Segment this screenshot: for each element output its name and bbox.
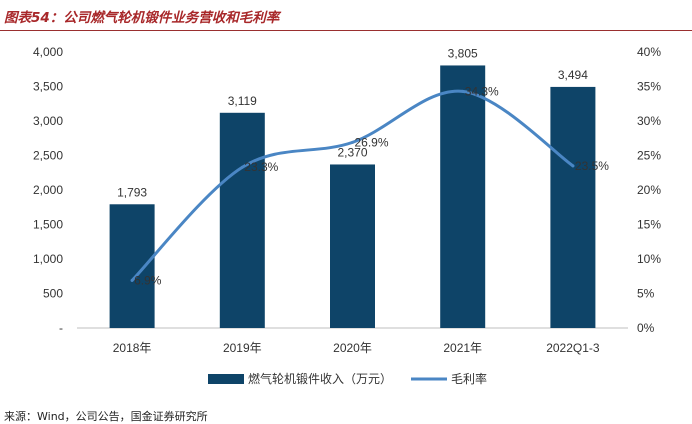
left-axis-tick-label: 500 bbox=[43, 287, 63, 301]
source-note: 来源：Wind，公司公告，国金证券研究所 bbox=[4, 410, 208, 423]
legend-label-bar: 燃气轮机锻件收入（万元） bbox=[248, 371, 392, 386]
bar-value-label: 3,494 bbox=[558, 68, 588, 82]
bar-value-label: 2,370 bbox=[337, 145, 367, 159]
right-axis-tick-label: 25% bbox=[637, 149, 661, 163]
left-axis-tick-label: 3,000 bbox=[33, 114, 63, 128]
left-axis-tick-label: 3,500 bbox=[33, 80, 63, 94]
bar bbox=[109, 204, 155, 328]
margin-point bbox=[461, 89, 465, 93]
margin-point bbox=[571, 164, 575, 168]
right-axis-tick-label: 30% bbox=[637, 114, 661, 128]
right-axis-tick-label: 15% bbox=[637, 218, 661, 232]
right-axis-tick-label: 5% bbox=[637, 287, 655, 301]
margin-point bbox=[240, 165, 244, 169]
bar-value-label: 3,805 bbox=[448, 46, 478, 60]
left-axis-tick-label: 1,000 bbox=[33, 252, 63, 266]
legend-swatch-bar bbox=[208, 374, 244, 384]
x-axis-tick-label: 2019年 bbox=[223, 341, 262, 355]
left-axis-tick-label: 2,000 bbox=[33, 183, 63, 197]
x-axis-tick-label: 2018年 bbox=[113, 341, 152, 355]
combo-chart: - 500 1,000 1,500 2,000 2,500 3,000 3,500 4,000 0… bbox=[33, 45, 661, 386]
legend-label-line: 毛利率 bbox=[451, 371, 487, 386]
margin-value-label: 23.3% bbox=[244, 160, 278, 174]
margin-point bbox=[351, 140, 354, 144]
bar-value-label: 1,793 bbox=[117, 185, 147, 199]
margin-value-label: 34.3% bbox=[465, 84, 499, 98]
chart-title: 图表54：公司燃气轮机锻件业务营收和毛利率 bbox=[4, 10, 280, 26]
x-axis-tick-label: 2020年 bbox=[333, 341, 372, 355]
title-bar: 图表54：公司燃气轮机锻件业务营收和毛利率 bbox=[0, 0, 692, 31]
bar-value-label: 3,119 bbox=[228, 94, 257, 108]
bar bbox=[440, 65, 486, 328]
margin-value-label: 23.5% bbox=[575, 159, 609, 173]
bar bbox=[550, 86, 596, 328]
right-axis-tick-label: 35% bbox=[637, 80, 661, 94]
margin-point bbox=[130, 278, 134, 282]
margin-value-label: 6.9% bbox=[134, 273, 162, 287]
margin-value-label: 26.9% bbox=[355, 135, 389, 149]
bar bbox=[219, 112, 265, 328]
x-axis-tick-label: 2022Q1-3 bbox=[546, 341, 600, 355]
x-axis-tick-label: 2021年 bbox=[443, 341, 482, 355]
right-axis-tick-label: 20% bbox=[637, 183, 661, 197]
left-axis-tick-label: 4,000 bbox=[33, 45, 63, 59]
left-axis-tick-label: 2,500 bbox=[33, 149, 63, 163]
bar bbox=[330, 164, 375, 328]
right-axis-tick-label: 10% bbox=[637, 252, 661, 266]
left-axis-tick-label: - bbox=[59, 321, 63, 335]
right-axis-tick-label: 0% bbox=[637, 321, 655, 335]
left-axis-tick-label: 1,500 bbox=[33, 218, 63, 232]
right-axis-tick-label: 40% bbox=[637, 45, 661, 59]
